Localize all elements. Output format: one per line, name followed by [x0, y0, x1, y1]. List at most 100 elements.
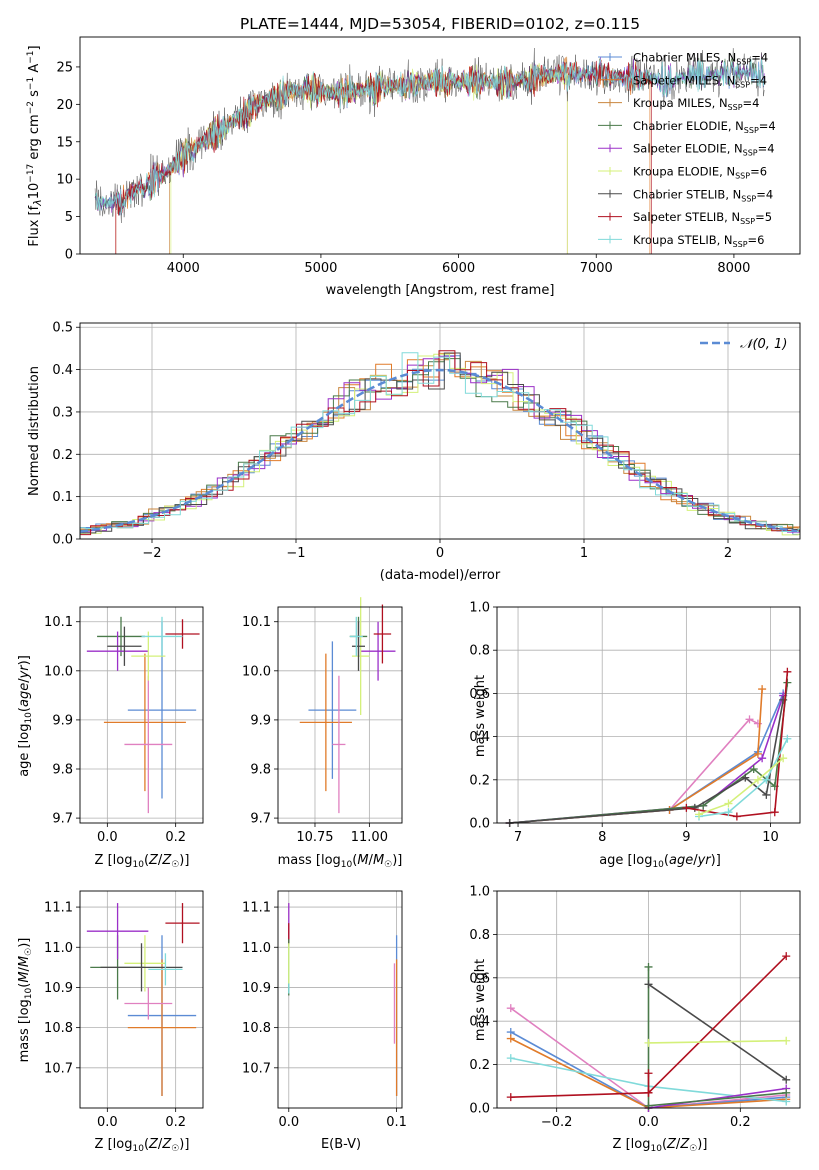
p6-xtick-label-1: 0.1: [386, 1115, 407, 1130]
p4-line-4: [509, 695, 784, 824]
p4-marker-6-4: [762, 790, 771, 799]
p4-series-1: [505, 715, 762, 827]
p4-line-7: [686, 671, 789, 818]
p4-line-1: [509, 718, 759, 824]
p7-line-6: [647, 967, 787, 1107]
spec-plot-area: [94, 47, 765, 254]
p4-line-3: [509, 689, 763, 824]
p7-xtick-label-0: −0.2: [541, 1115, 573, 1130]
normal-legend-label: 𝒩(0, 1): [740, 337, 787, 352]
p7-marker-3-1: [506, 1034, 515, 1043]
p5-frame: [79, 890, 204, 1109]
p2-grid: [80, 607, 203, 823]
p5-point-2: [127, 959, 197, 1096]
p4-ytick-label-2: 0.4: [469, 730, 490, 745]
p4-xtick-label-1: 8: [598, 830, 606, 845]
legend-label-2: Salpeter MILES, NSSP=4: [633, 73, 767, 89]
p4-marker-8-3: [762, 775, 771, 784]
p4-ticks: 7 8 9 10 0.0 0.2 0.4 0.6 0.8 1.0: [469, 601, 779, 846]
p5-point-7: [100, 943, 183, 992]
p4-xtick-label-3: 10: [762, 830, 779, 845]
p4-line-9: [698, 757, 784, 816]
p4-series-8: [695, 734, 792, 821]
p4-marker-9-4: [779, 754, 788, 763]
p2-ylabel: age [log10(age/yr)]: [17, 655, 34, 777]
p6-plot-area: [288, 903, 398, 1096]
p6-grid: [278, 891, 402, 1108]
p7-xtick-label-1: 0.0: [638, 1115, 659, 1130]
p4-marker-4-3: [758, 754, 767, 763]
p5-xlabel: Z [log10(Z/Z☉)]: [95, 1137, 190, 1154]
spec-xtick-label-0: 4000: [167, 261, 200, 276]
p2-point-3: [124, 675, 173, 814]
p7-ytick-label-3: 0.6: [469, 971, 490, 986]
p4-line-5: [509, 682, 789, 824]
p2-point-9: [141, 616, 183, 657]
p6-ytick-label-3: 11.0: [242, 941, 271, 956]
p2-ytick-label-2: 9.9: [52, 713, 73, 728]
hist-ytick-label-4: 0.4: [52, 363, 73, 378]
residual-histogram-panel: (data-model)/error Normed distribution −…: [27, 321, 801, 583]
p7-marker-4-1: [506, 1054, 515, 1063]
mass-vs-extinction-panel: E(B-V) 0.0 0.1 10.7 10.8 10.9 11.0 11.1: [242, 890, 407, 1152]
p7-marker-10-1: [644, 1038, 653, 1047]
mass-weight-vs-metallicity-panel: Z [log10(Z/Z☉)] mass weight −0.2 0.0 0.2 0.…: [469, 885, 801, 1154]
p6-xlabel: E(B-V): [321, 1137, 361, 1152]
p6-ytick-label-0: 10.7: [242, 1061, 271, 1076]
p2-point-6: [131, 631, 166, 681]
hist-plot-area: [79, 350, 800, 539]
normal-curve: [79, 368, 798, 533]
p3-frame: [277, 606, 403, 824]
spec-ticks: 4000 5000 6000 7000 8000 0 5 10 15 20 25: [56, 60, 750, 276]
p3-ytick-label-2: 9.9: [250, 713, 271, 728]
p7-marker-6-1: [644, 962, 653, 971]
p2-ytick-label-1: 9.8: [52, 763, 73, 778]
spec-xtick-label-1: 5000: [304, 261, 337, 276]
p5-point-8: [165, 903, 200, 944]
p7-marker-10-2: [782, 1036, 791, 1045]
p7-marker-4-3: [782, 1097, 791, 1106]
p4-ytick-label-5: 1.0: [469, 601, 490, 616]
spectrum-title: PLATE=1444, MJD=53054, FIBERID=0102, z=0…: [240, 15, 640, 33]
p4-marker-7-2: [732, 812, 741, 821]
p3-point-3: [332, 675, 346, 814]
p4-series-7: [682, 667, 792, 821]
p2-xtick-label-0: 0.0: [97, 830, 118, 845]
p4-marker-8-2: [724, 808, 733, 817]
p4-marker-5-3: [749, 765, 758, 773]
p3-xtick-label-0: 10.75: [296, 830, 333, 845]
spec-xtick-label-4: 8000: [717, 261, 750, 276]
p2-point-4: [97, 616, 145, 657]
p2-point-2: [103, 653, 186, 792]
hist-legend: 𝒩(0, 1): [700, 337, 787, 352]
p5-ytick-label-2: 10.9: [44, 981, 73, 996]
p3-ytick-label-4: 10.1: [242, 615, 271, 630]
p4-marker-3-4: [758, 685, 767, 694]
spectrum-line-9: [94, 58, 765, 214]
hist-xtick-label-1: −1: [286, 546, 305, 561]
p7-ylabel: mass weight: [473, 959, 488, 1041]
hist-ytick-label-3: 0.3: [52, 405, 73, 420]
spec-ytick-label-1: 5: [65, 210, 73, 225]
spec-ytick-label-5: 25: [56, 60, 73, 75]
spectrum-lines: [94, 47, 765, 254]
p7-ytick-label-4: 0.8: [469, 928, 490, 943]
p4-series-9: [695, 754, 788, 819]
p4-ytick-label-0: 0.0: [469, 817, 490, 832]
p2-ytick-label-3: 10.0: [44, 664, 73, 679]
p4-marker-7-3: [770, 808, 779, 817]
p2-ytick-label-4: 10.1: [44, 615, 73, 630]
spec-ytick-label-2: 10: [56, 173, 73, 188]
p5-ytick-label-4: 11.1: [44, 901, 73, 916]
p7-ytick-label-5: 1.0: [469, 885, 490, 900]
p7-line-7: [648, 983, 787, 1081]
p5-plot-area: [86, 903, 200, 1096]
mass-weight-vs-age-panel: age [log10(age/yr)] mass weight 7 8 9 10 0.0…: [469, 601, 801, 870]
p4-series-4: [505, 691, 788, 827]
p5-point-5: [86, 903, 149, 960]
p5-ylabel: mass [log10(M/M☉)]: [17, 938, 34, 1063]
age-vs-metallicity-panel: Z [log10(Z/Z☉)] age [log10(age/yr)] 0.0 0…: [17, 606, 204, 870]
hist-ytick-label-0: 0.0: [52, 533, 73, 548]
p5-ytick-label-3: 11.0: [44, 941, 73, 956]
